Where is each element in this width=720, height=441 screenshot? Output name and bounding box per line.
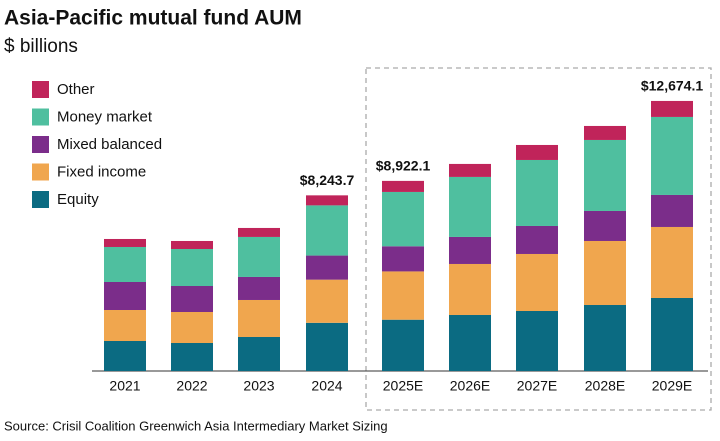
x-tick-label: 2021 <box>109 378 140 394</box>
bar-segment <box>449 176 491 237</box>
bar-segment <box>584 240 626 305</box>
bar-segment <box>651 116 693 195</box>
bar-segment <box>238 276 280 300</box>
bar-segment <box>584 125 626 140</box>
legend-swatch <box>32 136 49 153</box>
chart-title: Asia-Pacific mutual fund AUM <box>4 7 302 30</box>
x-tick-label: 2023 <box>243 378 274 394</box>
bar-segment <box>171 343 213 371</box>
bar-segment <box>171 240 213 249</box>
x-tick-label: 2027E <box>517 378 557 394</box>
bar-segment <box>104 246 146 282</box>
bar-segment <box>651 297 693 371</box>
bar-segment <box>382 191 424 247</box>
total-label: $12,674.1 <box>641 78 703 94</box>
bar-segment <box>651 100 693 117</box>
bar-segment <box>171 286 213 312</box>
bar-segment <box>584 139 626 211</box>
legend-label: Equity <box>57 191 99 208</box>
bar-segment <box>449 314 491 371</box>
bar-segment <box>651 226 693 298</box>
bar-segment <box>516 159 558 226</box>
bar-segment <box>306 279 348 323</box>
legend-swatch <box>32 163 49 181</box>
bar-segment <box>306 322 348 371</box>
bar-segment <box>306 255 348 280</box>
bar-segment <box>382 246 424 272</box>
bar-segment <box>104 340 146 371</box>
forecast-box <box>365 67 712 411</box>
bar-segment <box>516 225 558 254</box>
bar-segment <box>516 310 558 371</box>
bar-segment <box>516 253 558 311</box>
source-note: Source: Crisil Coalition Greenwich Asia … <box>4 418 388 433</box>
bar-segment <box>449 263 491 315</box>
x-tick-label: 2022 <box>176 378 207 394</box>
bar-segment <box>382 180 424 192</box>
bar-segment <box>651 194 693 227</box>
legend-swatch <box>32 81 49 98</box>
legend-label: Mixed balanced <box>57 136 162 153</box>
x-tick-label: 2025E <box>383 378 423 394</box>
bar-segment <box>382 271 424 320</box>
bar-segment <box>306 195 348 206</box>
legend-label: Money market <box>57 108 153 125</box>
bar-segment <box>238 299 280 337</box>
bar-segment <box>449 236 491 264</box>
bar-segment <box>306 205 348 256</box>
legend-swatch <box>32 191 49 208</box>
bar-segment <box>238 336 280 371</box>
bar-segment <box>516 144 558 160</box>
bar-segment <box>584 304 626 371</box>
legend-swatch <box>32 108 49 126</box>
bar-segment <box>449 163 491 177</box>
bar-segment <box>382 319 424 371</box>
bar-segment <box>104 281 146 310</box>
bar-segment <box>171 311 213 344</box>
x-tick-label: 2024 <box>311 378 342 394</box>
bar-segment <box>104 309 146 341</box>
chart-subtitle: $ billions <box>4 36 78 57</box>
bar-segment <box>171 248 213 287</box>
legend-label: Other <box>57 81 95 98</box>
total-label: $8,922.1 <box>376 158 431 174</box>
bar-segment <box>238 236 280 277</box>
legend-label: Fixed income <box>57 163 146 180</box>
bar-segment <box>584 210 626 241</box>
x-tick-label: 2026E <box>450 378 490 394</box>
bar-segment <box>238 227 280 237</box>
x-tick-label: 2029E <box>652 378 692 394</box>
bar-segment <box>104 238 146 247</box>
total-label: $8,243.7 <box>300 172 355 188</box>
x-tick-label: 2028E <box>585 378 625 394</box>
